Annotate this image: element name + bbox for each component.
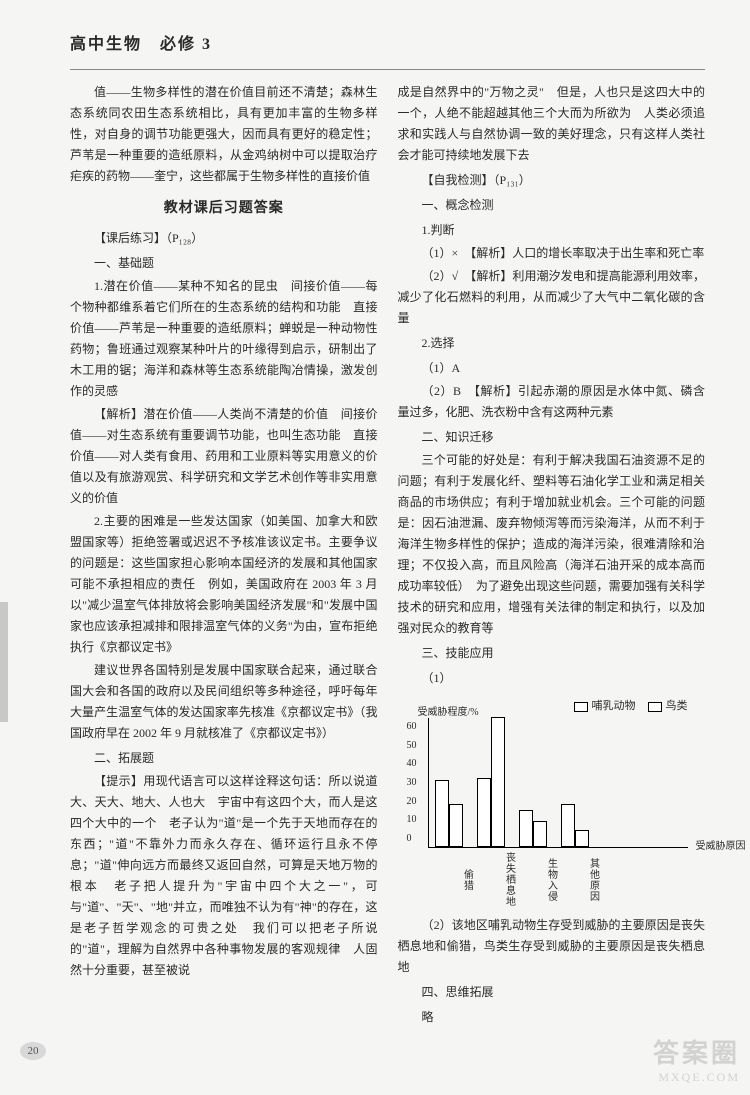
- x-axis-categories: 偷猎丧失栖息地生物入侵其他原因: [428, 852, 688, 907]
- y-tick: 40: [407, 755, 417, 773]
- legend-swatch-icon: [648, 702, 662, 712]
- bar-mammal: [477, 778, 491, 847]
- bar-mammal: [435, 780, 449, 847]
- y-tick: 0: [407, 830, 417, 848]
- two-column-layout: 值——生物多样性的潜在价值目前还不清楚；森林生态系统同农田生态系统相比，具有更加…: [70, 82, 705, 1030]
- right-column: 成是自然界中的"万物之灵" 但是，人也只是这四大中的一个，人绝不能超越其他三个大…: [398, 82, 706, 1030]
- body-text: 建议世界各国特别是发展中国家联合起来，通过联合国大会和各国的政府以及民间组织等多…: [70, 660, 378, 744]
- page-header: 高中生物 必修 3: [70, 30, 705, 54]
- body-text: 2.选择: [398, 333, 706, 354]
- body-text: 二、拓展题: [70, 748, 378, 769]
- bar-bird: [491, 717, 505, 847]
- body-text: 【解析】潜在价值——人类尚不清楚的价值 间接价值——对生态系统有重要调节功能，也…: [70, 404, 378, 509]
- bar-mammal: [561, 804, 575, 847]
- body-text: 【自我检测】（P₁₃₁）: [398, 170, 706, 191]
- x-axis-label: 受威胁原因: [696, 838, 746, 856]
- body-text: 略: [398, 1007, 706, 1028]
- x-category-label: 其他原因: [560, 852, 602, 907]
- body-text: 成是自然界中的"万物之灵" 但是，人也只是这四大中的一个，人绝不能超越其他三个大…: [398, 82, 706, 166]
- bar-mammal: [519, 810, 533, 847]
- bar-group: [435, 780, 463, 847]
- x-category-label: 丧失栖息地: [476, 852, 518, 907]
- body-text: 一、概念检测: [398, 195, 706, 216]
- body-text: （1）A: [398, 358, 706, 379]
- body-text: 四、思维拓展: [398, 982, 706, 1003]
- y-tick: 20: [407, 793, 417, 811]
- legend-label: 鸟类: [666, 697, 688, 716]
- watermark-text: 答案圈: [653, 1033, 740, 1070]
- header-divider: [70, 69, 705, 70]
- body-text: 三个可能的好处是：有利于解决我国石油资源不足的问题；有利于发展化纤、塑料等石油化…: [398, 450, 706, 639]
- watermark: 答案圈 MXQE.COM: [653, 1033, 740, 1085]
- left-column: 值——生物多样性的潜在价值目前还不清楚；森林生态系统同农田生态系统相比，具有更加…: [70, 82, 378, 1030]
- body-text: （2）该地区哺乳动物生存受到威胁的主要原因是丧失栖息地和偷猎，鸟类生存受到威胁的…: [398, 915, 706, 978]
- section-title: 教材课后习题答案: [70, 197, 378, 222]
- bar-bird: [533, 821, 547, 847]
- body-text: （1）: [398, 668, 706, 689]
- body-text: 2.主要的困难是一些发达国家（如美国、加拿大和欧盟国家等）拒绝签署或迟迟不予核准…: [70, 511, 378, 658]
- body-text: 三、技能应用: [398, 643, 706, 664]
- y-tick: 60: [407, 718, 417, 736]
- bar-bird: [449, 804, 463, 847]
- bar-chart: 哺乳动物 鸟类 受威胁程度/% 6050403020100 受威胁原因 偷猎丧失…: [428, 697, 688, 907]
- bar-group: [561, 804, 589, 847]
- bar-group: [519, 810, 547, 847]
- y-tick: 50: [407, 737, 417, 755]
- body-text: 值——生物多样性的潜在价值目前还不清楚；森林生态系统同农田生态系统相比，具有更加…: [70, 82, 378, 187]
- page-number: 20: [20, 1042, 46, 1060]
- x-category-label: 生物入侵: [518, 852, 560, 907]
- y-tick: 30: [407, 774, 417, 792]
- bar-bird: [575, 830, 589, 847]
- legend-label: 哺乳动物: [592, 697, 636, 716]
- body-text: 一、基础题: [70, 253, 378, 274]
- legend-item: 哺乳动物: [574, 697, 636, 716]
- bar-group: [477, 717, 505, 847]
- legend-swatch-icon: [574, 702, 588, 712]
- body-text: （2）B 【解析】引起赤潮的原因是水体中氮、磷含量过多，化肥、洗衣粉中含有这两种…: [398, 381, 706, 423]
- body-text: （1）× 【解析】人口的增长率取决于出生率和死亡率: [398, 243, 706, 264]
- legend-item: 鸟类: [648, 697, 688, 716]
- y-axis-ticks: 6050403020100: [407, 718, 417, 847]
- x-category-label: 偷猎: [434, 852, 476, 907]
- body-text: 1.判断: [398, 220, 706, 241]
- body-text: 1.潜在价值——某种不知名的昆虫 间接价值——每个物种都维系着它们所在的生态系统…: [70, 276, 378, 402]
- body-text: （2）√ 【解析】利用潮汐发电和提高能源利用效率，减少了化石燃料的利用，从而减少…: [398, 266, 706, 329]
- body-text: 二、知识迁移: [398, 427, 706, 448]
- watermark-url: MXQE.COM: [653, 1070, 740, 1085]
- chart-plot-area: 6050403020100 受威胁原因: [428, 718, 688, 848]
- body-text: 【提示】用现代语言可以这样诠释这句话：所以说道大、天大、地大、人也大 宇宙中有这…: [70, 771, 378, 981]
- y-tick: 10: [407, 811, 417, 829]
- body-text: 【课后练习】（P₁₂₈）: [70, 228, 378, 249]
